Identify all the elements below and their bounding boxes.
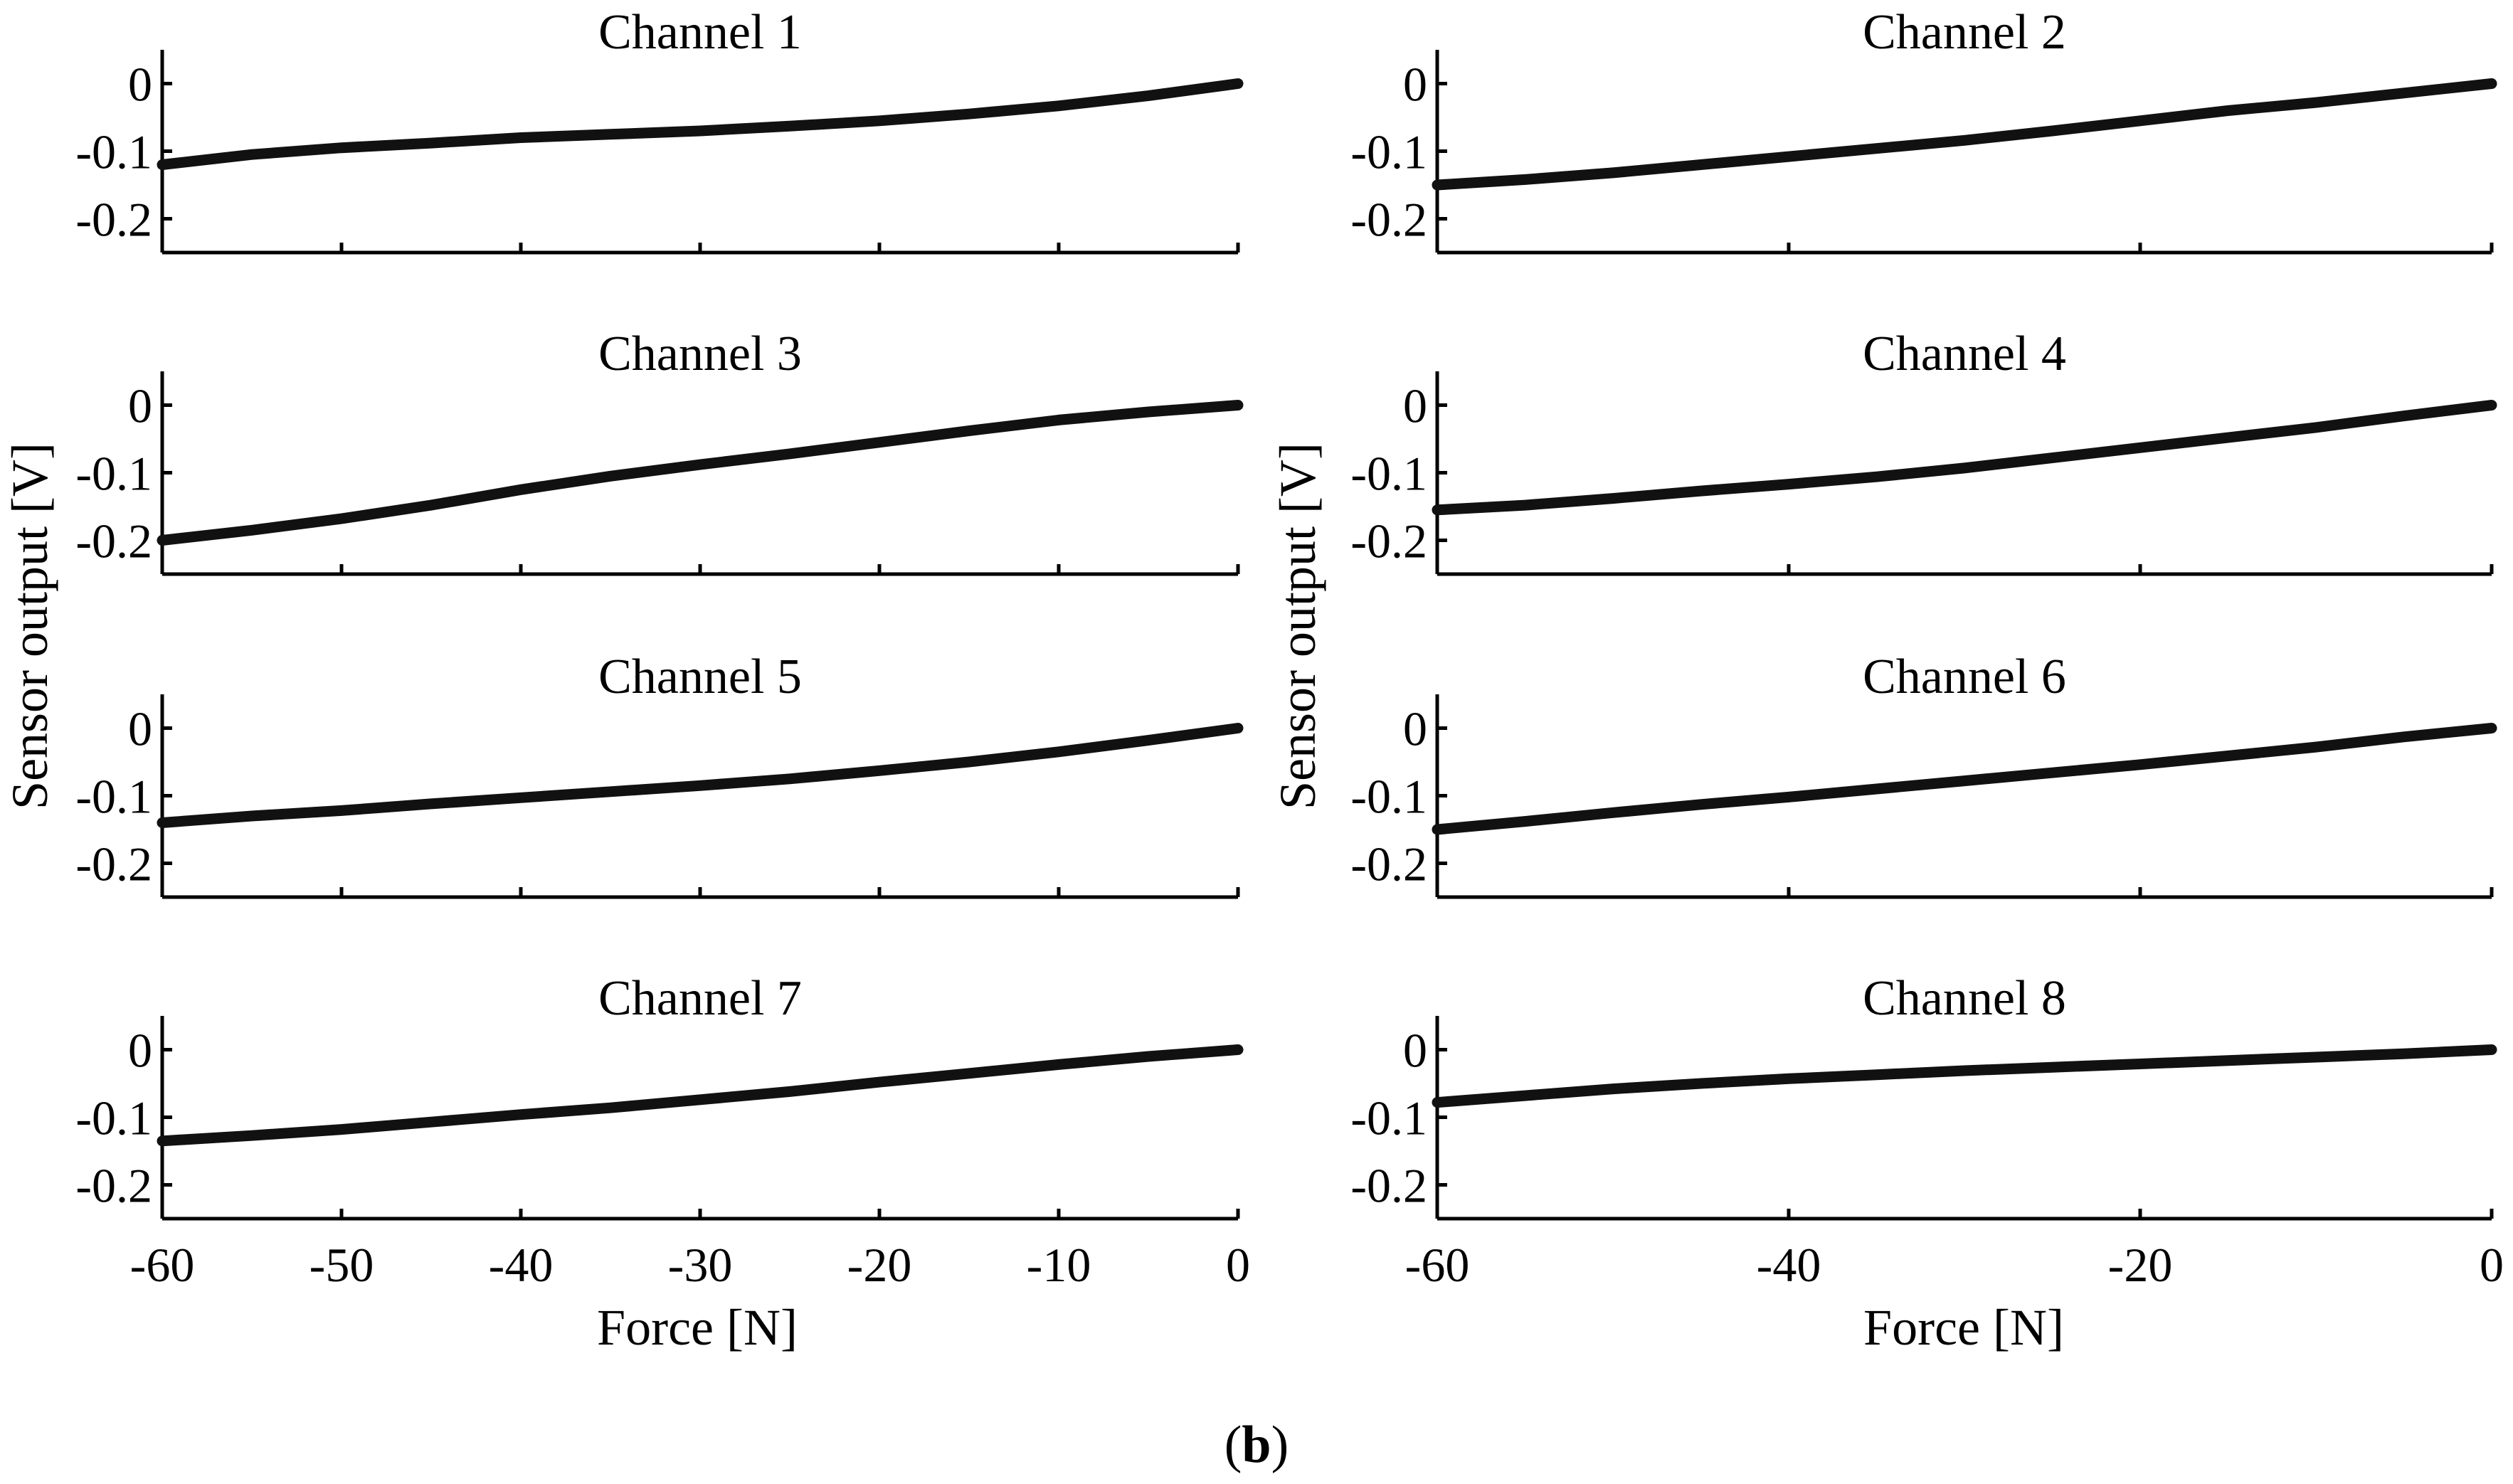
series-line — [157, 1044, 1244, 1147]
series-line — [1432, 723, 2497, 835]
y-tick-label: -0.1 — [75, 447, 152, 501]
x-tick-label: 0 — [2480, 1238, 2504, 1292]
y-tick-label: -0.2 — [1350, 837, 1427, 891]
x-tick-label: -40 — [489, 1238, 554, 1292]
y-tick-label: -0.1 — [75, 1091, 152, 1145]
right-x-axis-label: Force [N] — [1863, 1299, 2064, 1356]
series-line — [157, 723, 1244, 828]
caption-close-paren: ) — [1271, 1416, 1289, 1474]
chart-panel-4: Channel 4 0 -0.1 -0.2 — [1350, 327, 2497, 576]
panel-title: Channel 7 — [598, 971, 802, 1026]
y-tick-label: -0.2 — [1350, 1159, 1427, 1213]
x-tick-label: -10 — [1027, 1238, 1091, 1292]
y-tick-label: -0.1 — [1350, 125, 1427, 179]
y-tick-label: -0.2 — [1350, 514, 1427, 568]
y-tick-label: 0 — [128, 1024, 152, 1078]
figure-caption: (b) — [1224, 1416, 1289, 1474]
panel-title: Channel 5 — [598, 650, 802, 704]
x-tick-label: -50 — [310, 1238, 374, 1292]
y-tick-label: 0 — [128, 379, 152, 433]
y-tick-label: 0 — [1403, 702, 1427, 756]
series-line — [1432, 78, 2497, 191]
panel-title: Channel 6 — [1863, 650, 2066, 704]
chart-panel-8: Channel 8 0 -0.1 -0.2 -60 -40 -20 0 — [1350, 971, 2504, 1292]
y-tick-label: -0.2 — [75, 514, 152, 568]
y-tick-label: -0.2 — [75, 1159, 152, 1213]
chart-panel-2: Channel 2 0 -0.1 -0.2 — [1350, 5, 2497, 255]
panel-title: Channel 1 — [598, 5, 802, 60]
series-line — [157, 78, 1244, 170]
y-tick-label: -0.1 — [1350, 447, 1427, 501]
chart-panel-7: Channel 7 0 -0.1 -0.2 -60 -50 -40 -30 -20 -10 0 — [75, 971, 1250, 1292]
y-tick-label: -0.2 — [75, 193, 152, 247]
panel-title: Channel 4 — [1863, 327, 2066, 381]
x-tick-label: -60 — [1405, 1238, 1470, 1292]
panel-title: Channel 8 — [1863, 971, 2066, 1026]
y-tick-label: 0 — [128, 702, 152, 756]
left-y-axis-label: Sensor output [V] — [1, 442, 58, 810]
y-tick-label: -0.2 — [1350, 193, 1427, 247]
y-tick-label: 0 — [1403, 379, 1427, 433]
x-tick-label: -30 — [668, 1238, 733, 1292]
chart-panel-6: Channel 6 0 -0.1 -0.2 — [1350, 650, 2497, 899]
y-tick-label: 0 — [1403, 58, 1427, 112]
x-tick-label: 0 — [1226, 1238, 1250, 1292]
chart-panel-5: Channel 5 0 -0.1 -0.2 — [75, 650, 1244, 899]
y-tick-label: -0.1 — [1350, 770, 1427, 824]
y-tick-label: -0.1 — [75, 770, 152, 824]
chart-panel-3: Channel 3 0 -0.1 -0.2 — [75, 327, 1244, 576]
series-line — [1432, 400, 2497, 516]
x-tick-label: -20 — [2108, 1238, 2173, 1292]
y-tick-label: -0.2 — [75, 837, 152, 891]
y-tick-label: 0 — [128, 58, 152, 112]
x-tick-label: -60 — [130, 1238, 195, 1292]
left-x-axis-label: Force [N] — [597, 1299, 798, 1356]
x-tick-label: -20 — [847, 1238, 912, 1292]
right-y-axis-label: Sensor output [V] — [1269, 442, 1326, 810]
chart-panel-1: Channel 1 0 -0.1 -0.2 — [75, 5, 1244, 255]
y-tick-label: -0.1 — [1350, 1091, 1427, 1145]
caption-letter: b — [1242, 1416, 1271, 1474]
panel-title: Channel 3 — [598, 327, 802, 381]
y-tick-label: 0 — [1403, 1024, 1427, 1078]
y-tick-label: -0.1 — [75, 125, 152, 179]
caption-open-paren: ( — [1224, 1416, 1242, 1474]
series-line — [1432, 1044, 2497, 1108]
x-tick-label: -40 — [1757, 1238, 1821, 1292]
panel-title: Channel 2 — [1863, 5, 2066, 60]
series-line — [157, 400, 1244, 546]
